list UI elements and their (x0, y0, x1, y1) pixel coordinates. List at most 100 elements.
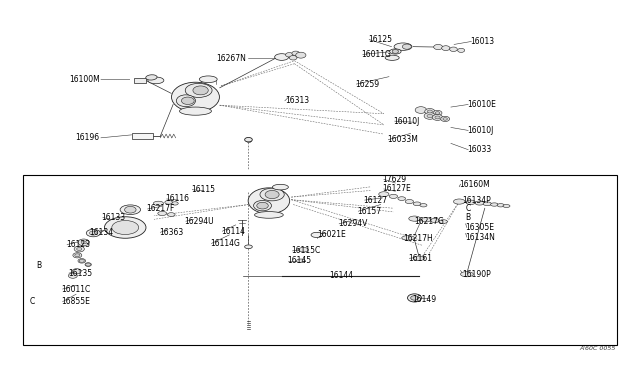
Text: 16160M: 16160M (460, 180, 490, 189)
Text: 16021E: 16021E (317, 230, 346, 239)
Ellipse shape (454, 199, 465, 204)
Ellipse shape (413, 256, 425, 260)
Circle shape (86, 263, 91, 266)
Ellipse shape (260, 188, 284, 201)
Circle shape (415, 107, 427, 113)
Ellipse shape (311, 232, 323, 237)
Circle shape (244, 137, 252, 142)
Ellipse shape (431, 218, 440, 222)
Circle shape (450, 47, 458, 51)
Circle shape (433, 115, 443, 121)
Text: 16855E: 16855E (61, 297, 90, 306)
Circle shape (403, 44, 412, 49)
Ellipse shape (176, 95, 195, 107)
Circle shape (411, 296, 419, 300)
Text: 16134: 16134 (89, 228, 113, 237)
Circle shape (74, 246, 84, 252)
Ellipse shape (244, 245, 252, 248)
Text: 16116: 16116 (166, 195, 189, 203)
Ellipse shape (398, 197, 406, 201)
Circle shape (75, 254, 80, 257)
Text: 16190P: 16190P (462, 270, 490, 279)
Circle shape (392, 49, 399, 53)
Circle shape (408, 294, 422, 302)
Ellipse shape (255, 212, 284, 218)
Text: 16149: 16149 (413, 295, 436, 304)
Ellipse shape (146, 75, 157, 80)
Text: 16135: 16135 (68, 269, 92, 278)
Text: 16115C: 16115C (291, 246, 321, 255)
Text: 16127: 16127 (364, 196, 387, 205)
Ellipse shape (199, 76, 217, 83)
Ellipse shape (86, 230, 100, 237)
Ellipse shape (298, 247, 308, 252)
Circle shape (181, 97, 194, 105)
Ellipse shape (248, 188, 290, 214)
Text: 16011G: 16011G (362, 50, 392, 59)
Ellipse shape (497, 203, 504, 207)
Circle shape (435, 112, 440, 114)
Circle shape (289, 55, 297, 60)
Text: C: C (466, 205, 471, 214)
Text: 16267N: 16267N (217, 54, 246, 62)
Circle shape (78, 239, 90, 246)
Circle shape (79, 259, 84, 262)
Text: 16196: 16196 (76, 133, 100, 142)
Ellipse shape (466, 200, 476, 205)
Text: 16114: 16114 (221, 227, 245, 236)
Bar (134, 78, 146, 83)
Ellipse shape (503, 205, 510, 208)
Circle shape (427, 114, 433, 118)
Ellipse shape (185, 83, 212, 97)
Ellipse shape (409, 216, 420, 221)
Ellipse shape (296, 259, 305, 263)
Ellipse shape (273, 185, 289, 190)
Text: 16144: 16144 (330, 271, 354, 280)
Text: 16115: 16115 (191, 185, 215, 194)
Circle shape (433, 110, 442, 116)
Text: 16294U: 16294U (184, 217, 214, 226)
Text: 16010J: 16010J (394, 117, 420, 126)
Text: 16100M: 16100M (69, 75, 100, 84)
Text: 16127E: 16127E (383, 185, 412, 193)
Text: 16313: 16313 (285, 96, 309, 105)
Circle shape (435, 116, 440, 119)
Circle shape (442, 46, 450, 51)
Ellipse shape (385, 55, 399, 60)
Bar (23, 175, 617, 345)
Text: 16305E: 16305E (466, 223, 495, 232)
Text: 16217F: 16217F (147, 205, 175, 214)
Bar (132, 133, 153, 139)
Text: 16013: 16013 (470, 37, 494, 46)
Circle shape (285, 52, 293, 57)
Circle shape (292, 51, 300, 55)
Circle shape (443, 118, 447, 120)
Ellipse shape (390, 49, 401, 54)
Ellipse shape (112, 221, 139, 235)
Ellipse shape (402, 235, 415, 240)
Circle shape (68, 273, 77, 278)
Text: C: C (29, 297, 35, 306)
Circle shape (257, 202, 268, 209)
Text: B: B (466, 213, 471, 222)
Ellipse shape (413, 202, 421, 206)
Text: 16123: 16123 (66, 240, 90, 249)
Ellipse shape (104, 217, 146, 238)
Circle shape (85, 263, 92, 266)
Text: 16010J: 16010J (467, 126, 493, 135)
Ellipse shape (394, 43, 412, 50)
Text: 16011C: 16011C (61, 285, 91, 294)
Text: 17629: 17629 (383, 175, 406, 184)
Circle shape (72, 269, 81, 274)
Ellipse shape (439, 220, 447, 224)
Ellipse shape (389, 194, 397, 198)
Text: 16294V: 16294V (338, 219, 367, 228)
Text: B: B (36, 261, 41, 270)
Circle shape (78, 259, 86, 263)
Text: 16033M: 16033M (387, 135, 418, 144)
Ellipse shape (154, 201, 164, 206)
Circle shape (81, 241, 86, 244)
Ellipse shape (379, 192, 389, 196)
Text: 16217H: 16217H (403, 234, 433, 243)
Circle shape (428, 110, 433, 113)
